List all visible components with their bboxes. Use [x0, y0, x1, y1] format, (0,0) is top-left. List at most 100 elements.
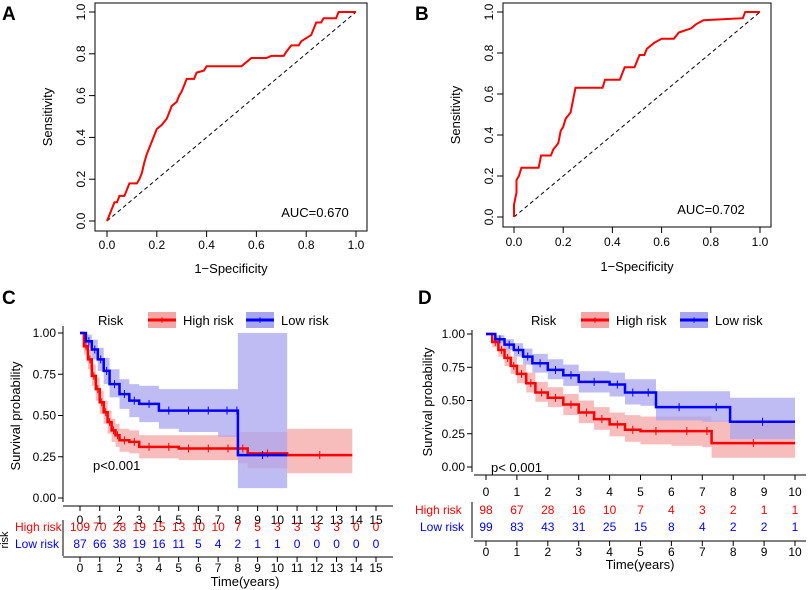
x-tick-label: 1.0: [752, 235, 769, 249]
legend-title: Risk: [531, 313, 557, 328]
panel-label-b: B: [415, 4, 429, 25]
y-axis-label: Survival probability: [420, 347, 435, 457]
risk-x-tick-label: 10: [788, 545, 802, 559]
legend-high-label: High risk: [183, 313, 234, 328]
x-tick-label: 0: [483, 485, 490, 499]
risk-x-tick-label: 14: [350, 561, 364, 575]
risk-count-high: 7: [235, 520, 242, 534]
legend-high-mark: +: [158, 313, 165, 327]
x-tick-label: 7: [215, 513, 222, 527]
risk-count-low: 66: [93, 537, 107, 551]
risk-count-high: 1: [761, 503, 768, 517]
risk-count-high: 3: [699, 503, 706, 517]
x-tick-label: 9: [254, 513, 261, 527]
x-tick-label: 6: [195, 513, 202, 527]
reference-diagonal: [106, 11, 357, 222]
y-tick-label: 1.0: [482, 3, 496, 20]
risk-x-tick-label: 1: [96, 561, 103, 575]
x-tick-label: 0.8: [298, 238, 315, 252]
x-tick-label: 8: [235, 513, 242, 527]
x-axis-label: 1−Specificity: [600, 259, 674, 274]
x-tick-label: 0.6: [653, 235, 670, 249]
risk-count-low: 11: [172, 537, 185, 551]
x-tick-label: 0.0: [506, 235, 523, 249]
legend-high-mark: +: [591, 313, 598, 327]
survival-curve-high: [80, 331, 353, 457]
risk-count-high: 67: [510, 503, 524, 517]
risk-count-high: 2: [730, 503, 737, 517]
x-tick-label: 10: [271, 513, 285, 527]
risk-x-tick-label: 11: [291, 561, 304, 575]
legend-title: Risk: [98, 313, 124, 328]
risk-x-tick-label: 0: [483, 545, 490, 559]
risk-x-tick-label: 5: [175, 561, 182, 575]
km-panel-d: 0.000.250.500.751.000 1 2 3 4 5 6 7 8 9 10 Surviva…: [415, 312, 806, 572]
x-tick-label: 7: [699, 485, 706, 499]
legend-low-mark: +: [256, 313, 263, 327]
risk-count-high: 4: [668, 503, 675, 517]
risk-x-tick-label: 2: [116, 561, 123, 575]
risk-x-tick-label: 2: [544, 545, 551, 559]
x-tick-label: 13: [330, 513, 344, 527]
x-tick-label: 0.4: [604, 235, 621, 249]
risk-count-high: 98: [479, 503, 493, 517]
x-tick-label: 0.2: [555, 235, 572, 249]
risk-count-low: 16: [152, 537, 166, 551]
risk-x-tick-label: 10: [271, 561, 285, 575]
y-tick-label: 0.6: [482, 85, 496, 102]
x-tick-label: 0: [77, 513, 84, 527]
roc-panel-a: 0.0 0.0 0.2 0.2 0.4 0.4 0.6 0.6 0.8 0.8 1.0 1.0 AUC…: [40, 2, 368, 276]
x-tick-label: 2: [116, 513, 123, 527]
risk-x-tick-label: 6: [668, 545, 675, 559]
x-tick-label: 14: [350, 513, 364, 527]
x-tick-label: 6: [668, 485, 675, 499]
risk-count-low: 19: [133, 537, 147, 551]
risk-x-tick-label: 7: [699, 545, 706, 559]
x-tick-label: 0.2: [148, 238, 165, 252]
risk-count-high: 28: [113, 520, 127, 534]
risk-count-low: 1: [792, 520, 799, 534]
risk-row-label-high: High risk: [415, 503, 463, 517]
risk-count-low: 0: [294, 537, 301, 551]
x-tick-label: 1: [514, 485, 521, 499]
risk-count-low: 1: [254, 537, 261, 551]
risk-count-low: 99: [479, 520, 493, 534]
risk-count-low: 15: [634, 520, 648, 534]
risk-row-label-low: Low risk: [15, 537, 60, 551]
y-axis-label: Sensitivity: [448, 85, 463, 144]
risk-count-high: 10: [211, 520, 225, 534]
risk-x-tick-label: 4: [606, 545, 613, 559]
risk-count-high: 5: [254, 520, 261, 534]
y-axis-label: Survival probability: [8, 361, 23, 471]
legend-low-label: Low risk: [281, 313, 329, 328]
risk-count-high: 7: [637, 503, 644, 517]
x-tick-label: 4: [606, 485, 613, 499]
x-axis-label: 1−Specificity: [194, 261, 268, 276]
risk-count-low: 4: [215, 537, 222, 551]
reference-diagonal: [513, 11, 761, 218]
risk-x-tick-label: 3: [575, 545, 582, 559]
risk-count-high: 16: [572, 503, 586, 517]
p-value: p<0.001: [93, 458, 140, 473]
auc-annotation: AUC=0.702: [677, 202, 745, 217]
p-value: p< 0.001: [491, 460, 542, 475]
risk-count-low: 87: [73, 537, 87, 551]
risk-x-tick-label: 7: [215, 561, 222, 575]
y-tick-label: 0.4: [74, 129, 88, 146]
risk-count-low: 5: [195, 537, 202, 551]
risk-table-title: risk: [0, 531, 11, 549]
x-tick-label: 12: [310, 513, 324, 527]
risk-count-high: 28: [541, 503, 555, 517]
risk-count-low: 0: [313, 537, 320, 551]
y-tick-label: 0.2: [482, 167, 496, 184]
risk-count-high: 19: [133, 520, 147, 534]
x-tick-label: 5: [637, 485, 644, 499]
risk-x-tick-label: 3: [136, 561, 143, 575]
auc-annotation: AUC=0.670: [281, 205, 349, 220]
risk-count-high: 10: [603, 503, 617, 517]
risk-row-label-high: High risk: [15, 520, 63, 534]
risk-x-tick-label: 13: [330, 561, 344, 575]
risk-count-high: 13: [172, 520, 186, 534]
risk-count-high: 0: [353, 520, 360, 534]
risk-x-tick-label: 15: [369, 561, 383, 575]
